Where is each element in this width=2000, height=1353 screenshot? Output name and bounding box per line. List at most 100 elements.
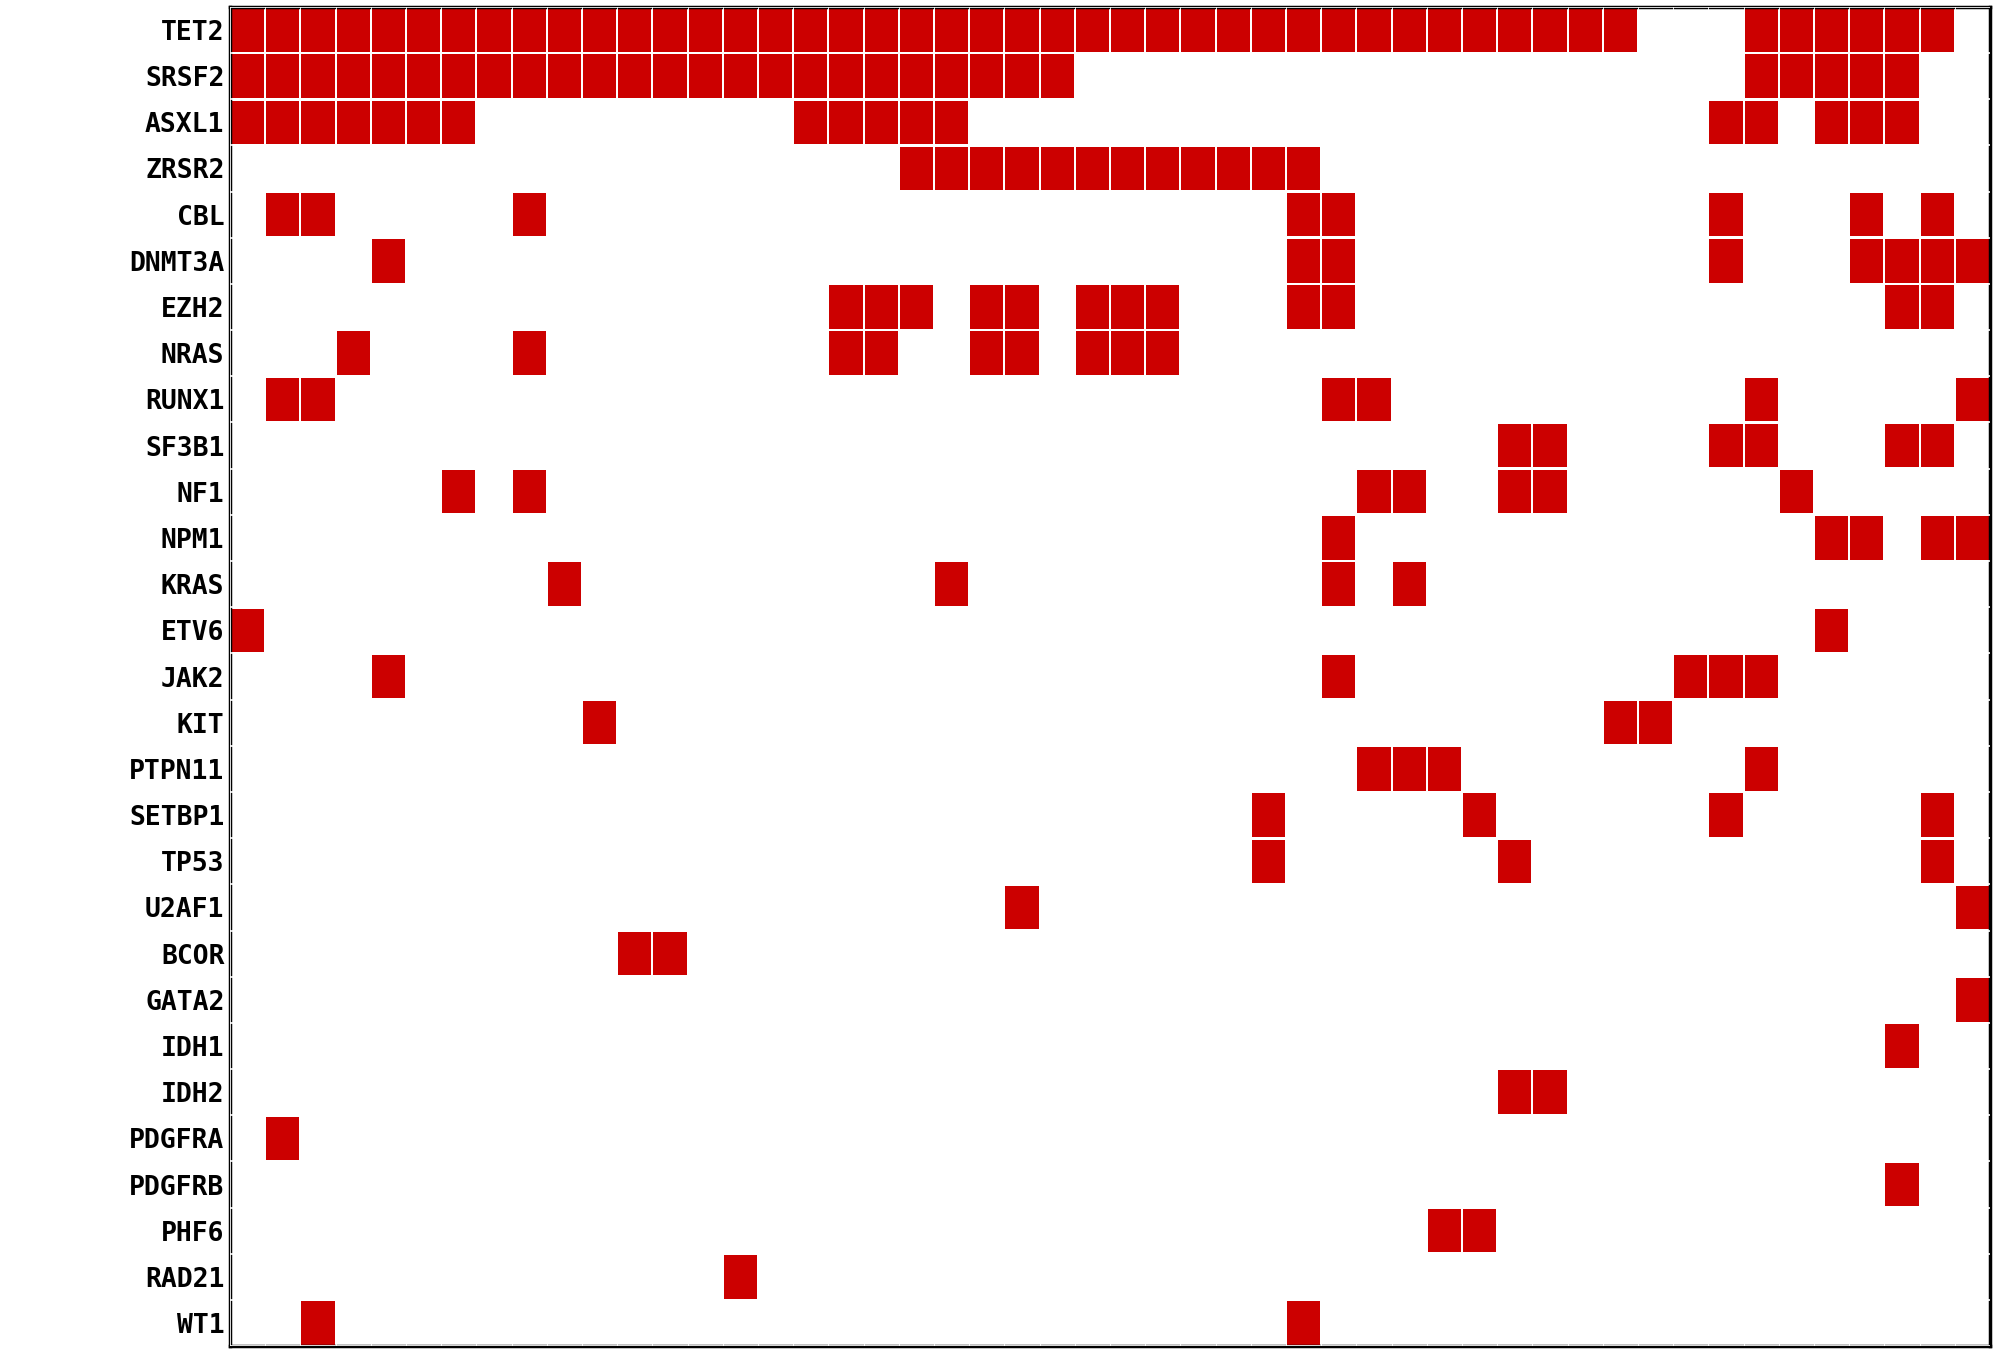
Bar bbox=[302, 1302, 334, 1345]
Bar bbox=[1850, 193, 1884, 237]
Bar bbox=[936, 146, 968, 191]
Bar bbox=[1040, 146, 1074, 191]
Bar bbox=[1816, 100, 1848, 143]
Bar bbox=[1780, 469, 1812, 513]
Bar bbox=[1006, 285, 1038, 329]
Bar bbox=[1288, 1302, 1320, 1345]
Bar bbox=[1744, 423, 1778, 467]
Bar bbox=[1040, 54, 1074, 97]
Bar bbox=[900, 8, 932, 51]
Bar bbox=[618, 54, 652, 97]
Bar bbox=[1288, 193, 1320, 237]
Bar bbox=[1358, 8, 1390, 51]
Bar bbox=[336, 8, 370, 51]
Bar bbox=[1710, 793, 1742, 836]
Bar bbox=[1886, 423, 1918, 467]
Bar bbox=[830, 331, 862, 375]
Bar bbox=[1886, 100, 1918, 143]
Bar bbox=[372, 8, 404, 51]
Bar bbox=[1710, 655, 1742, 698]
Bar bbox=[266, 1116, 300, 1160]
Bar bbox=[1288, 239, 1320, 283]
Bar bbox=[336, 100, 370, 143]
Bar bbox=[1006, 54, 1038, 97]
Bar bbox=[512, 469, 546, 513]
Bar bbox=[1956, 978, 1988, 1022]
Bar bbox=[724, 8, 756, 51]
Bar bbox=[302, 100, 334, 143]
Bar bbox=[760, 8, 792, 51]
Bar bbox=[372, 655, 404, 698]
Bar bbox=[1886, 239, 1918, 283]
Bar bbox=[1850, 239, 1884, 283]
Bar bbox=[1956, 886, 1988, 930]
Bar bbox=[1428, 747, 1460, 790]
Bar bbox=[830, 285, 862, 329]
Bar bbox=[1112, 146, 1144, 191]
Bar bbox=[1006, 886, 1038, 930]
Bar bbox=[1780, 54, 1812, 97]
Bar bbox=[688, 8, 722, 51]
Bar bbox=[1182, 146, 1214, 191]
Bar bbox=[302, 193, 334, 237]
Bar bbox=[830, 54, 862, 97]
Bar bbox=[1322, 239, 1356, 283]
Bar bbox=[1322, 193, 1356, 237]
Bar bbox=[336, 331, 370, 375]
Bar bbox=[1920, 517, 1954, 560]
Bar bbox=[1534, 469, 1566, 513]
Bar bbox=[794, 8, 828, 51]
Bar bbox=[442, 469, 476, 513]
Bar bbox=[548, 563, 580, 606]
Bar bbox=[302, 8, 334, 51]
Bar bbox=[1498, 469, 1532, 513]
Bar bbox=[372, 100, 404, 143]
Bar bbox=[1744, 8, 1778, 51]
Bar bbox=[1816, 8, 1848, 51]
Bar bbox=[1850, 8, 1884, 51]
Bar bbox=[266, 100, 300, 143]
Bar bbox=[1498, 423, 1532, 467]
Bar bbox=[1112, 331, 1144, 375]
Bar bbox=[830, 100, 862, 143]
Bar bbox=[442, 54, 476, 97]
Bar bbox=[1710, 100, 1742, 143]
Bar bbox=[1076, 8, 1108, 51]
Bar bbox=[1920, 193, 1954, 237]
Bar bbox=[794, 54, 828, 97]
Bar bbox=[900, 100, 932, 143]
Bar bbox=[336, 54, 370, 97]
Bar bbox=[1252, 793, 1284, 836]
Bar bbox=[1464, 1210, 1496, 1253]
Bar bbox=[900, 54, 932, 97]
Bar bbox=[1568, 8, 1602, 51]
Bar bbox=[1674, 655, 1708, 698]
Bar bbox=[1886, 285, 1918, 329]
Bar bbox=[1604, 8, 1636, 51]
Bar bbox=[654, 932, 686, 976]
Bar bbox=[1288, 146, 1320, 191]
Bar bbox=[1780, 8, 1812, 51]
Bar bbox=[1216, 146, 1250, 191]
Bar bbox=[1358, 747, 1390, 790]
Bar bbox=[1956, 239, 1988, 283]
Bar bbox=[864, 285, 898, 329]
Bar bbox=[1816, 517, 1848, 560]
Bar bbox=[1428, 1210, 1460, 1253]
Bar bbox=[1744, 655, 1778, 698]
Bar bbox=[1358, 469, 1390, 513]
Bar bbox=[936, 100, 968, 143]
Bar bbox=[408, 100, 440, 143]
Bar bbox=[1216, 8, 1250, 51]
Bar bbox=[900, 285, 932, 329]
Bar bbox=[584, 54, 616, 97]
Bar bbox=[864, 100, 898, 143]
Bar bbox=[442, 100, 476, 143]
Bar bbox=[1322, 563, 1356, 606]
Bar bbox=[232, 8, 264, 51]
Bar bbox=[1322, 8, 1356, 51]
Bar bbox=[1498, 840, 1532, 884]
Bar bbox=[1604, 701, 1636, 744]
Bar bbox=[1886, 8, 1918, 51]
Bar bbox=[936, 563, 968, 606]
